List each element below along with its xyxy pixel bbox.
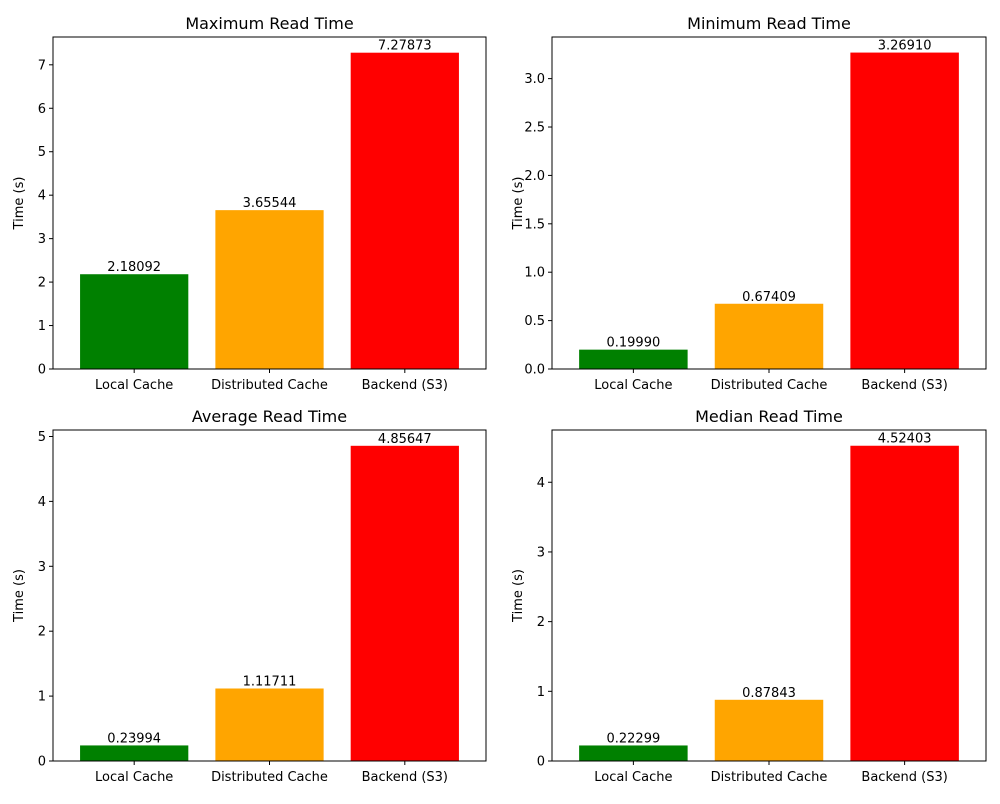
x-tick-label: Local Cache bbox=[594, 770, 672, 785]
y-tick-label: 1.0 bbox=[524, 266, 545, 281]
x-tick-label: Local Cache bbox=[95, 378, 173, 393]
y-tick-label: 0.5 bbox=[524, 314, 545, 329]
y-tick-label: 1.5 bbox=[524, 217, 545, 232]
chart-panel-1: 0.19990 0.67409 3.26910 0.0 0.5 1.0 1.5 2.0 2.5 3… bbox=[511, 14, 987, 393]
x-tick-label: Backend (S3) bbox=[861, 770, 947, 785]
bar-value-label: 0.87843 bbox=[742, 686, 796, 701]
chart-panel-2: 0.23994 1.11711 4.85647 0 1 2 3 4 5 Local Cache Di… bbox=[12, 407, 487, 785]
bar bbox=[80, 745, 189, 761]
y-tick-label: 1 bbox=[38, 690, 46, 705]
y-tick-label: 0 bbox=[38, 363, 46, 378]
y-tick-label: 0.0 bbox=[524, 363, 545, 378]
x-tick-label: Backend (S3) bbox=[362, 770, 448, 785]
bar bbox=[579, 745, 688, 761]
y-axis-label: Time (s) bbox=[511, 177, 526, 231]
bar-value-label: 2.18092 bbox=[107, 260, 161, 275]
chart-panel-3: 0.22299 0.87843 4.52403 0 1 2 3 4 Local Cache Dis… bbox=[511, 407, 987, 785]
bar-value-label: 1.11711 bbox=[243, 674, 297, 689]
bar-value-label: 4.52403 bbox=[878, 432, 932, 447]
bar bbox=[350, 52, 459, 370]
y-tick-label: 1 bbox=[537, 685, 545, 700]
x-tick-label: Distributed Cache bbox=[711, 770, 828, 785]
bar-value-label: 4.85647 bbox=[378, 432, 432, 447]
y-axis-label: Time (s) bbox=[12, 177, 27, 231]
x-tick-label: Distributed Cache bbox=[711, 378, 828, 393]
y-tick-label: 0 bbox=[537, 755, 545, 770]
bar bbox=[579, 349, 688, 369]
bar bbox=[714, 699, 824, 761]
y-tick-label: 2.5 bbox=[524, 121, 545, 136]
bar-value-label: 7.27873 bbox=[378, 39, 432, 54]
chart-title: Average Read Time bbox=[192, 407, 347, 426]
y-tick-label: 2.0 bbox=[524, 169, 545, 184]
x-tick-label: Local Cache bbox=[594, 378, 672, 393]
x-tick-label: Distributed Cache bbox=[211, 378, 328, 393]
y-tick-label: 3 bbox=[38, 232, 46, 247]
y-tick-label: 2 bbox=[537, 615, 545, 630]
bar bbox=[215, 210, 324, 369]
y-tick-label: 5 bbox=[38, 145, 46, 160]
y-tick-label: 1 bbox=[38, 319, 46, 334]
chart-title: Median Read Time bbox=[695, 407, 843, 426]
bar-value-label: 3.65544 bbox=[243, 196, 297, 211]
bar bbox=[80, 274, 189, 369]
y-tick-label: 6 bbox=[38, 102, 46, 117]
y-tick-label: 2 bbox=[38, 276, 46, 291]
y-tick-label: 7 bbox=[38, 58, 46, 73]
x-tick-label: Local Cache bbox=[95, 770, 173, 785]
chart-title: Maximum Read Time bbox=[185, 14, 353, 33]
bar-value-label: 0.19990 bbox=[606, 336, 660, 351]
bar bbox=[850, 52, 959, 369]
bar-value-label: 0.22299 bbox=[606, 731, 660, 746]
y-tick-label: 4 bbox=[38, 189, 46, 204]
y-tick-label: 3.0 bbox=[524, 72, 545, 87]
bar bbox=[714, 303, 824, 369]
y-axis-label: Time (s) bbox=[12, 569, 27, 623]
bar-value-label: 0.67409 bbox=[742, 290, 796, 305]
bar bbox=[350, 445, 459, 761]
y-tick-label: 3 bbox=[537, 545, 545, 560]
y-tick-label: 3 bbox=[38, 560, 46, 575]
y-tick-label: 2 bbox=[38, 625, 46, 640]
chart-panel-0: 2.18092 3.65544 7.27873 0 1 2 3 4 5 6 7 Local Cache… bbox=[12, 14, 487, 393]
bar bbox=[850, 445, 959, 761]
x-tick-label: Backend (S3) bbox=[861, 378, 947, 393]
y-tick-label: 5 bbox=[38, 430, 46, 445]
y-tick-label: 0 bbox=[38, 755, 46, 770]
y-axis-label: Time (s) bbox=[511, 569, 526, 623]
chart-title: Minimum Read Time bbox=[687, 14, 851, 33]
x-tick-label: Backend (S3) bbox=[362, 378, 448, 393]
bar-value-label: 0.23994 bbox=[107, 731, 161, 746]
bar-value-label: 3.26910 bbox=[878, 39, 932, 54]
y-tick-label: 4 bbox=[537, 476, 545, 491]
bar bbox=[215, 688, 324, 761]
y-tick-label: 4 bbox=[38, 495, 46, 510]
x-tick-label: Distributed Cache bbox=[211, 770, 328, 785]
